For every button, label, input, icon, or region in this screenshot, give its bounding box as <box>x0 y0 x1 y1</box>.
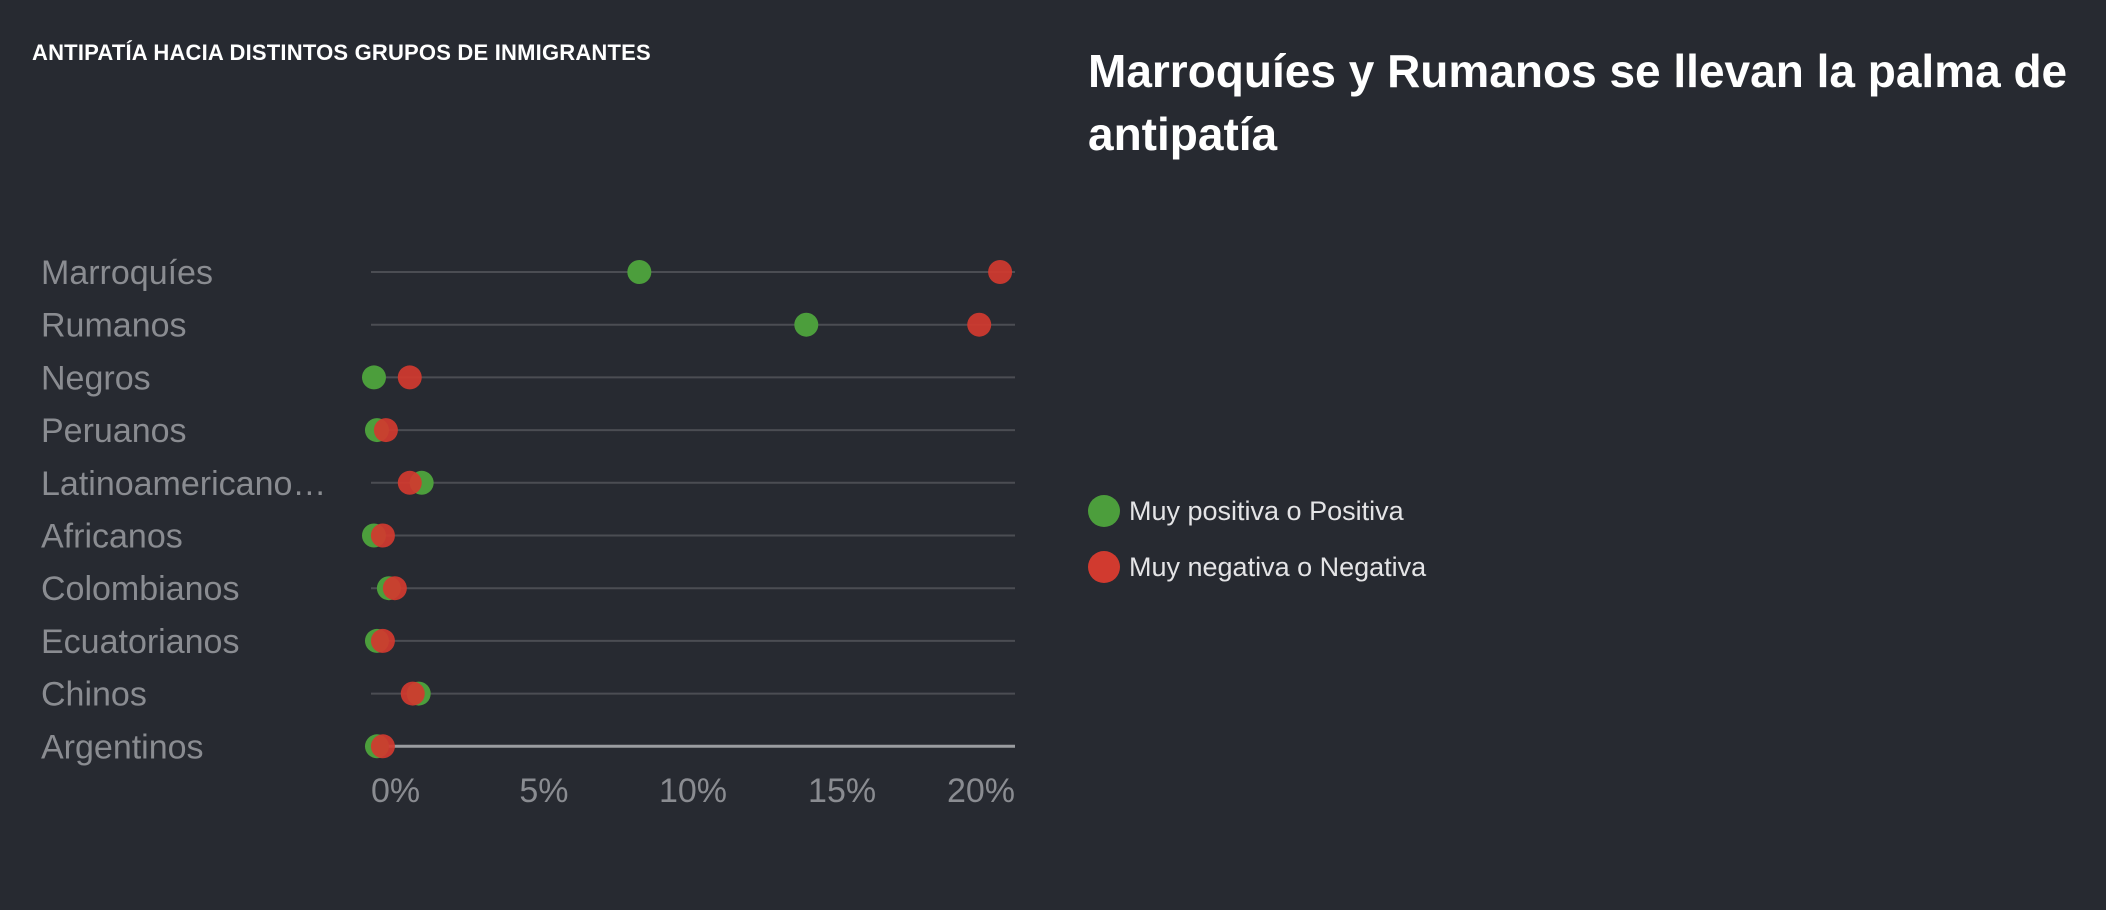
legend: Muy positiva o Positiva Muy negativa o N… <box>1088 494 1426 606</box>
negative-point-africanos <box>370 523 395 548</box>
category-label-negros: Negros <box>41 359 151 397</box>
chart-heading: ANTIPATÍA HACIA DISTINTOS GRUPOS DE INMI… <box>32 40 651 65</box>
category-label-ecuatorianos: Ecuatorianos <box>41 623 239 661</box>
category-label-africanos: Africanos <box>41 518 183 556</box>
legend-label-negative: Muy negativa o Negativa <box>1129 551 1427 582</box>
positive-point-marroquies <box>627 260 652 284</box>
legend-item-positive: Muy positiva o Positiva <box>1088 494 1426 528</box>
positive-point-rumanos <box>794 312 819 337</box>
gridlines <box>371 271 1015 748</box>
headline: Marroquíes y Rumanos se llevan la palma … <box>1088 45 2068 160</box>
negative-point-peruanos <box>373 418 398 443</box>
negative-point-negros <box>397 365 422 390</box>
x-axis-ticks: 0% 5% 10% 15% 20% <box>371 772 1015 810</box>
positive-swatch-icon <box>1088 495 1120 527</box>
negative-point-argentinos <box>370 734 395 759</box>
negative-point-colombianos <box>382 576 407 601</box>
x-tick-label-20: 20% <box>947 772 1015 810</box>
negative-point-rumanos <box>967 312 992 337</box>
category-label-peruanos: Peruanos <box>41 412 187 450</box>
category-label-rumanos: Rumanos <box>41 307 187 345</box>
dot-plot-chart: Marroquíes Rumanos Negros Peruanos Latinoame… <box>41 254 1015 810</box>
data-points <box>361 260 1013 759</box>
category-label-latinoamericano: Latinoamericano… <box>41 465 326 503</box>
negative-point-ecuatorianos <box>370 628 395 653</box>
category-label-chinos: Chinos <box>41 676 147 714</box>
category-labels: Marroquíes Rumanos Negros Peruanos Latinoame… <box>41 254 326 766</box>
category-label-colombianos: Colombianos <box>41 570 239 608</box>
category-label-argentinos: Argentinos <box>41 728 204 766</box>
legend-item-negative: Muy negativa o Negativa <box>1088 550 1426 584</box>
negative-point-marroquies <box>988 260 1013 284</box>
x-tick-label-5: 5% <box>519 772 568 810</box>
negative-point-chinos <box>400 681 425 706</box>
x-tick-label-0: 0% <box>371 772 420 810</box>
negative-point-latinoamericano <box>397 470 422 495</box>
x-tick-label-10: 10% <box>659 772 727 810</box>
positive-point-negros <box>361 365 386 390</box>
negative-swatch-icon <box>1088 551 1120 583</box>
x-tick-label-15: 15% <box>808 772 876 810</box>
category-label-marroquies: Marroquíes <box>41 254 213 292</box>
legend-label-positive: Muy positiva o Positiva <box>1129 495 1404 526</box>
